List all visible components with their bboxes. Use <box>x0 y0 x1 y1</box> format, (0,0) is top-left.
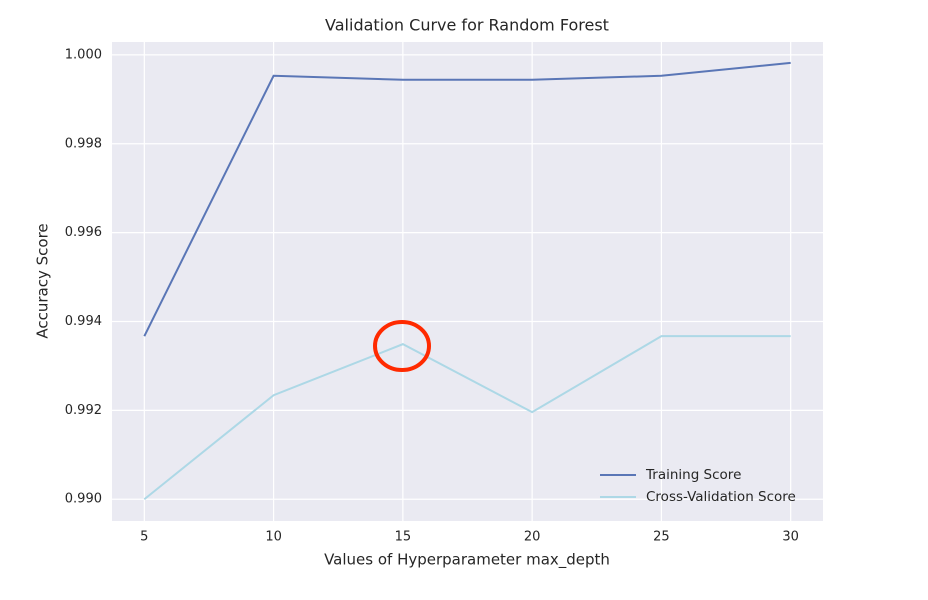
x-tick-label: 20 <box>524 530 541 545</box>
chart-title: Validation Curve for Random Forest <box>325 16 609 35</box>
x-tick-label: 30 <box>782 530 799 545</box>
legend-label: Cross-Validation Score <box>646 489 796 505</box>
data-line <box>143 335 791 501</box>
plot-area <box>112 42 823 521</box>
y-axis-label: Accuracy Score <box>34 223 52 338</box>
x-tick-label: 15 <box>395 530 412 545</box>
highlight-circle <box>373 320 431 372</box>
y-tick-label: 0.992 <box>65 403 102 418</box>
x-axis-label: Values of Hyperparameter max_depth <box>324 551 610 570</box>
x-tick-label: 10 <box>265 530 282 545</box>
y-tick-label: 0.990 <box>65 492 102 507</box>
y-tick-label: 0.998 <box>65 136 102 151</box>
y-tick-label: 0.994 <box>65 314 102 329</box>
y-tick-label: 1.000 <box>65 47 102 62</box>
legend-label: Training Score <box>645 467 741 483</box>
data-line <box>143 61 791 337</box>
y-tick-label: 0.996 <box>65 225 102 240</box>
x-tick-label: 25 <box>653 530 670 545</box>
x-tick-label: 5 <box>140 530 148 545</box>
